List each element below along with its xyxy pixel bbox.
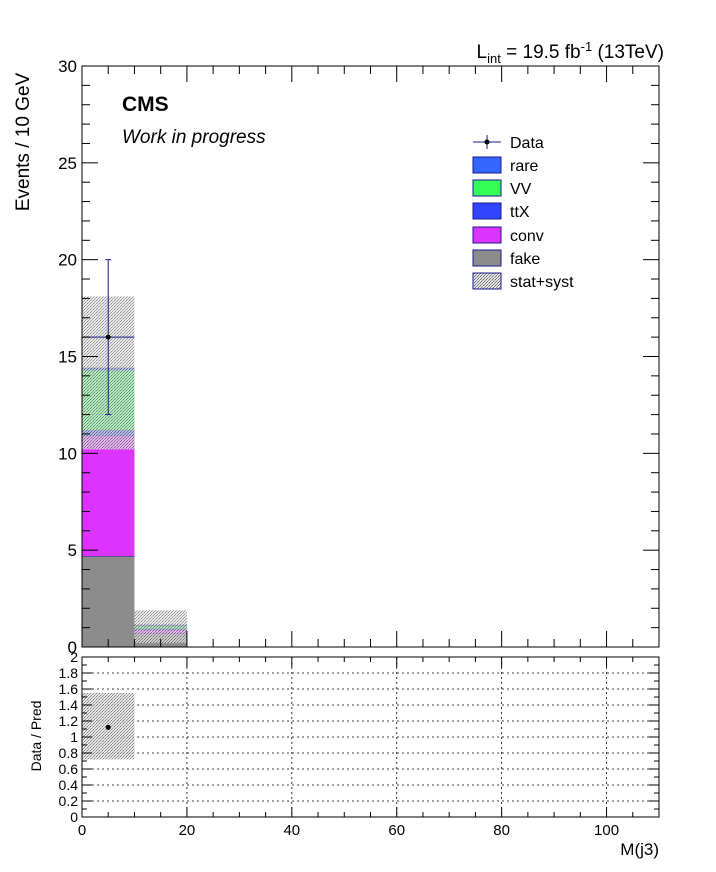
legend-entry-conv: conv (472, 226, 544, 245)
x-tick-label: 0 (78, 822, 86, 839)
main-y-tick-label: 5 (68, 541, 77, 560)
legend-entry-rare: rare (472, 156, 539, 175)
x-axis-label: M(j3) (620, 840, 659, 859)
x-tick-label: 20 (179, 822, 196, 839)
legend-entry-vv: VV (472, 179, 532, 198)
legend-swatch-fake (472, 249, 502, 267)
legend-swatch-ttx (472, 202, 502, 220)
legend-swatch-rare (472, 156, 502, 174)
uncertainty-band-bin-1 (134, 610, 187, 644)
experiment-label: CMS (122, 93, 169, 116)
legend-label-vv: VV (510, 181, 532, 198)
x-tick-label: 100 (594, 822, 619, 839)
legend-swatch-stat-syst (472, 272, 502, 290)
legend-entry-fake: fake (472, 249, 540, 268)
ratio-point-0 (105, 724, 111, 730)
luminosity-label: Lint = 19.5 fb-1 (13TeV) (477, 39, 664, 66)
ratio-y-tick-label: 0.4 (59, 777, 79, 793)
main-y-tick-label: 10 (58, 444, 77, 463)
main-plot-frame (81, 65, 660, 648)
main-y-tick-label: 30 (58, 57, 77, 76)
legend-swatch-vv (472, 179, 502, 197)
legend-label-rare: rare (510, 158, 539, 175)
data-point-0 (105, 334, 111, 340)
main-y-tick-label: 15 (58, 348, 77, 367)
x-tick-label: 60 (388, 822, 405, 839)
legend-label-ttx: ttX (510, 204, 530, 221)
status-label: Work in progress (122, 127, 266, 148)
main-plot-area: 0 5 10 15 20 25 30 (58, 57, 660, 657)
ratio-y-tick-label: 0.2 (59, 793, 79, 809)
ratio-y-tick-label: 1 (70, 729, 78, 745)
legend-entry-ttx: ttX (472, 202, 530, 221)
legend-label-data: Data (510, 135, 544, 152)
ratio-y-tick-label: 1.4 (59, 697, 79, 713)
main-y-tick-label: 25 (58, 154, 77, 173)
legend-swatch-conv (472, 226, 502, 244)
legend-label-stat-syst: stat+syst (510, 274, 574, 291)
bar-conv-bin-0 (82, 435, 135, 556)
ratio-y-axis-label: Data / Pred (28, 701, 44, 772)
legend-label-conv: conv (510, 228, 544, 245)
legend-entry-stat-syst: stat+syst (472, 272, 574, 291)
legend: Data rare VV ttX conv fake stat+syst (472, 135, 574, 291)
ratio-y-tick-label: 0 (70, 809, 78, 825)
ratio-plot-area: 00.20.40.60.811.21.41.61.820 20 40 60 80 100 (59, 649, 660, 839)
x-tick-label: 40 (283, 822, 300, 839)
ratio-y-tick-label: 1.6 (59, 681, 79, 697)
main-y-tick-label: 20 (58, 251, 77, 270)
x-tick-label: 80 (493, 822, 510, 839)
legend-entry-data: Data (473, 135, 544, 152)
main-y-tick-label: 0 (68, 638, 77, 657)
ratio-y-tick-label: 1.2 (59, 713, 79, 729)
bar-fake-bin-0 (82, 555, 135, 647)
legend-data-marker-dot (484, 139, 490, 145)
legend-label-fake: fake (510, 251, 540, 268)
ratio-y-tick-label: 1.8 (59, 665, 79, 681)
ratio-y-tick-label: 0.6 (59, 761, 79, 777)
ratio-y-tick-label: 2 (70, 649, 78, 665)
main-y-axis-label: Events / 10 GeV (13, 72, 34, 211)
ratio-y-tick-label: 0.8 (59, 745, 79, 761)
